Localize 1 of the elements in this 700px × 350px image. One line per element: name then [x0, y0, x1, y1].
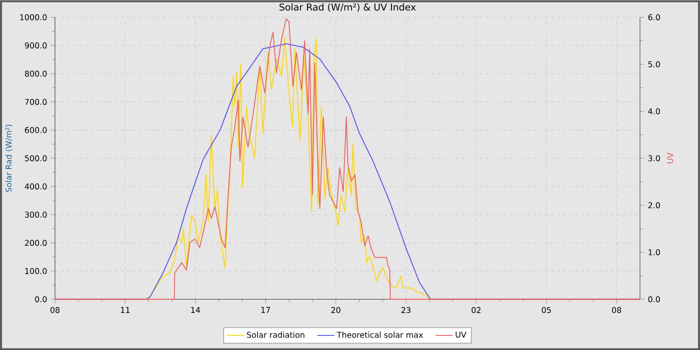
chart-title: Solar Rad (W/m²) & UV Index — [280, 3, 416, 12]
